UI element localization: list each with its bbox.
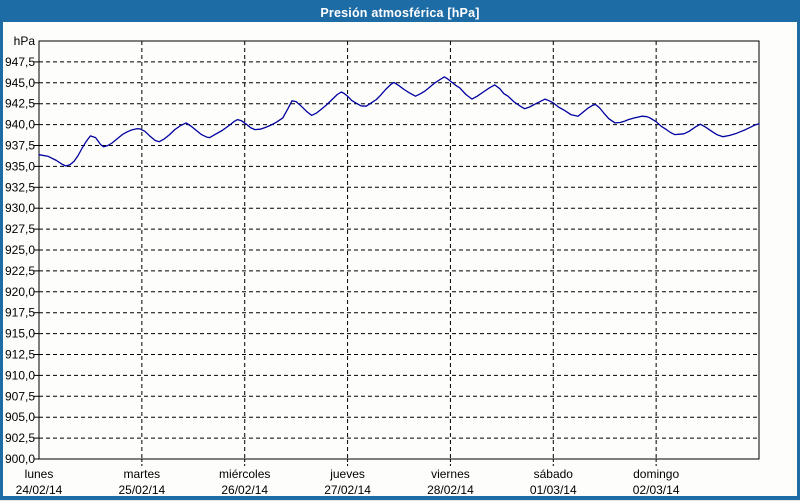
x-date-label: 26/02/14 [221,483,268,496]
pressure-series-line [38,76,760,167]
x-day-label: martes [124,467,161,481]
x-day-label: miércoles [219,467,270,481]
window-title: Presión atmosférica [hPa] [320,5,480,20]
y-tick-label: 902,5 [5,431,35,445]
y-tick-label: 947,5 [5,55,35,69]
pressure-line-chart: hPa 947,5 945,0 942,5 940,0 937,5 935,0 932,5 93… [5,34,760,497]
y-tick-label: 935,0 [5,159,35,173]
y-tick-label: 930,0 [5,201,35,215]
y-tick-label: 917,5 [5,306,35,320]
y-tick-label: 910,0 [5,368,35,382]
x-date-label: 01/03/14 [530,483,577,496]
x-day-label: lunes [25,467,54,481]
x-date-label: 02/03/14 [633,483,680,496]
y-tick-label: 920,0 [5,285,35,299]
y-tick-label: 937,5 [5,139,35,153]
y-tick-label: 945,0 [5,76,35,90]
y-tick-label: 942,5 [5,97,35,111]
y-tick-label: 915,0 [5,327,35,341]
y-tick-label: 932,5 [5,180,35,194]
y-axis-unit-label: hPa [14,34,36,48]
x-date-label: 24/02/14 [16,483,63,496]
x-day-label: domingo [633,467,679,481]
y-tick-label: 940,0 [5,118,35,132]
y-tick-label: 912,5 [5,348,35,362]
x-day-label: sábado [534,467,574,481]
y-tick-label: 925,0 [5,243,35,257]
y-tick-label: 927,5 [5,222,35,236]
x-date-label: 25/02/14 [118,483,165,496]
x-day-label: viernes [431,467,470,481]
y-tick-label: 900,0 [5,452,35,466]
y-tick-label: 907,5 [5,389,35,403]
y-tick-label: 905,0 [5,410,35,424]
chart-area: hPa 947,5 945,0 942,5 940,0 937,5 935,0 932,5 93… [3,22,797,497]
window-titlebar: Presión atmosférica [hPa] [3,3,797,22]
x-day-label: jueves [329,467,365,481]
x-date-label: 27/02/14 [324,483,371,496]
x-date-label: 28/02/14 [427,483,474,496]
y-tick-label: 922,5 [5,264,35,278]
